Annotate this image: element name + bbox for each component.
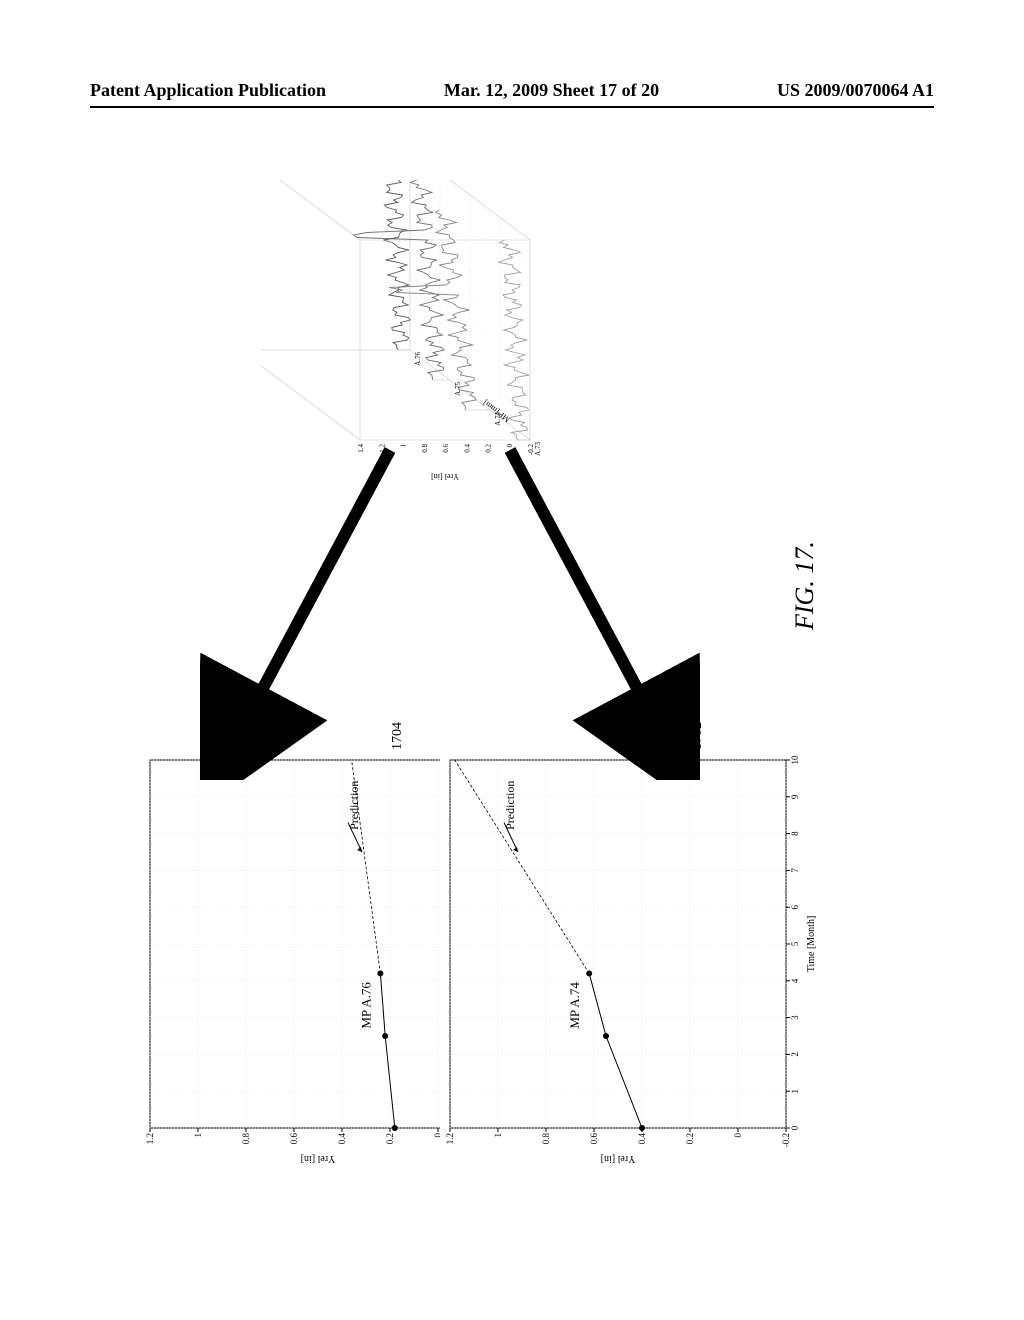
svg-text:Yrel [in]: Yrel [in]	[601, 1153, 636, 1164]
header-rule	[90, 106, 934, 108]
svg-text:0.6: 0.6	[589, 1133, 599, 1145]
svg-text:0.6: 0.6	[289, 1133, 299, 1145]
svg-text:0.4: 0.4	[637, 1133, 647, 1145]
header-center: Mar. 12, 2009 Sheet 17 of 20	[444, 80, 659, 101]
svg-text:6: 6	[790, 904, 800, 909]
svg-text:2: 2	[790, 1052, 800, 1057]
svg-text:1.2: 1.2	[445, 1133, 455, 1144]
svg-text:1.2: 1.2	[145, 1133, 155, 1144]
header-left: Patent Application Publication	[90, 80, 326, 101]
svg-text:MP A.76: MP A.76	[358, 982, 373, 1029]
svg-text:0.6: 0.6	[442, 444, 450, 453]
svg-text:0.4: 0.4	[463, 444, 471, 453]
page-header: Patent Application Publication Mar. 12, …	[0, 80, 1024, 101]
svg-text:0: 0	[790, 1125, 800, 1130]
svg-text:0.2: 0.2	[385, 1133, 395, 1144]
svg-text:1: 1	[493, 1133, 503, 1138]
arrow-to-1704	[200, 440, 420, 780]
svg-text:MP A.74: MP A.74	[567, 982, 582, 1029]
arrow-to-1702	[480, 440, 700, 780]
svg-text:1: 1	[790, 1089, 800, 1094]
svg-text:7: 7	[790, 868, 800, 873]
svg-text:10: 10	[790, 755, 800, 765]
chart-1702-svg: 0 1 2 3 4 5 6 7 8 9 10 -0.2 0 0.2 0.4 0.6 0.8 1 1.2 Time [M…	[440, 750, 820, 1170]
svg-text:8: 8	[790, 831, 800, 836]
svg-text:4: 4	[790, 978, 800, 983]
figure-area: 012345678910-0.200.20.40.60.811.2Time [M…	[140, 170, 800, 1170]
svg-text:-0.2: -0.2	[781, 1133, 791, 1147]
svg-text:Prediction: Prediction	[503, 781, 517, 830]
svg-text:0: 0	[733, 1133, 743, 1138]
svg-text:Time [Month]: Time [Month]	[806, 916, 817, 973]
svg-text:Prediction: Prediction	[347, 781, 361, 830]
svg-text:A.76: A.76	[414, 352, 422, 366]
svg-text:5: 5	[790, 941, 800, 946]
header-right: US 2009/0070064 A1	[777, 80, 934, 101]
svg-text:0.8: 0.8	[241, 1133, 251, 1145]
svg-text:0.8: 0.8	[421, 444, 429, 453]
svg-text:Yrel [in]: Yrel [in]	[431, 472, 459, 481]
svg-text:1: 1	[193, 1133, 203, 1138]
svg-text:0.2: 0.2	[685, 1133, 695, 1144]
svg-text:9: 9	[790, 794, 800, 799]
svg-text:0.8: 0.8	[541, 1133, 551, 1145]
svg-text:A.75: A.75	[454, 382, 462, 396]
svg-text:0.4: 0.4	[337, 1133, 347, 1145]
svg-text:3: 3	[790, 1015, 800, 1020]
svg-text:Yrel [in]: Yrel [in]	[301, 1153, 336, 1164]
chart-1702: 0 1 2 3 4 5 6 7 8 9 10 -0.2 0 0.2 0.4 0.6 0.8 1 1.2 Time [M…	[440, 750, 820, 1170]
